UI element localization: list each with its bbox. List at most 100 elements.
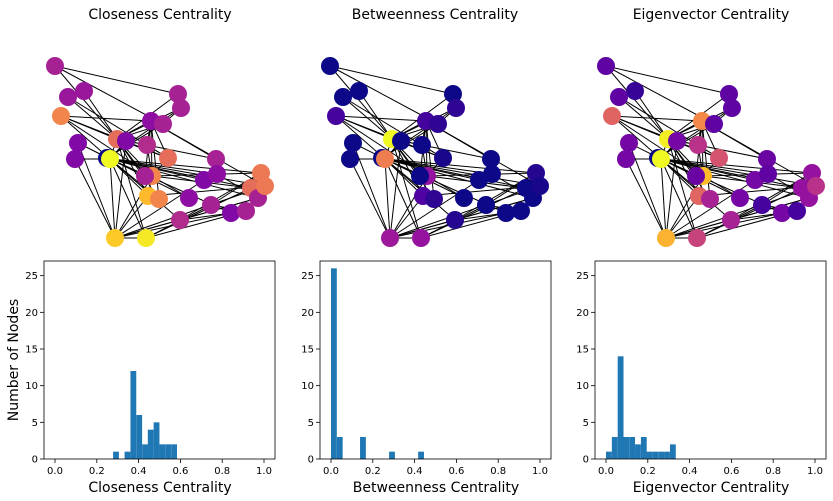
network-3-edge-41 <box>657 107 733 159</box>
network-3-node-3 <box>710 149 728 167</box>
network-2-edge-64 <box>485 172 537 206</box>
network-2-edge-71 <box>384 158 527 189</box>
histogram-1-bar-1 <box>124 451 131 459</box>
histogram-2-xtick-4: 0.8 <box>490 466 506 477</box>
histogram-1-ytick-5: 25 <box>25 271 38 282</box>
histogram-3-bar-6 <box>640 437 647 459</box>
network-1-edge-24 <box>150 120 266 187</box>
network-1-node-9 <box>180 189 198 207</box>
network-1-edge-22 <box>150 120 160 200</box>
network-3-node-17 <box>687 167 705 185</box>
network-3-node-30 <box>807 177 825 195</box>
network-1-node-22 <box>222 204 240 222</box>
network-3-edge-37 <box>605 65 730 95</box>
histogram-1-bar-2 <box>130 371 137 459</box>
network-title-closeness: Closeness Centrality <box>88 7 231 23</box>
network-1-edge-20 <box>60 115 152 122</box>
network-2-edge-70 <box>420 187 527 239</box>
network-1-node-21 <box>207 150 225 168</box>
network-3-edge-73 <box>660 158 810 199</box>
network-2-node-3 <box>434 149 452 167</box>
histogram-3-ytick-0: 0 <box>583 455 589 466</box>
network-2-edge-73 <box>384 158 534 199</box>
histogram-3-ytick-2: 10 <box>576 381 589 392</box>
histogram-3-xtick-4: 0.8 <box>765 466 781 477</box>
xlabel-closeness: Closeness Centrality <box>88 480 231 496</box>
histogram-2-bar-3 <box>389 451 395 459</box>
network-3-node-24 <box>753 196 771 214</box>
network-2-edge-74 <box>389 185 541 239</box>
network-3-node-6 <box>723 99 741 117</box>
network-2-node-33 <box>376 150 394 168</box>
network-2-node-21 <box>482 150 500 168</box>
network-2-node-25 <box>512 202 530 220</box>
network-3-node-5 <box>705 115 723 133</box>
xlabel-eigenvector: Eigenvector Centrality <box>633 480 790 496</box>
network-3-edge-54 <box>665 179 756 239</box>
network-2-edge-8 <box>329 65 393 140</box>
histogram-2-ytick-4: 20 <box>301 308 314 319</box>
network-1-edge-74 <box>114 185 266 239</box>
network-3-node-4 <box>720 85 738 103</box>
histogram-3-xtick-1: 0.2 <box>640 466 656 477</box>
network-1-node-24 <box>202 196 220 214</box>
network-2-node-14 <box>344 134 362 152</box>
network-1 <box>46 57 274 247</box>
network-2-node-7 <box>413 136 431 154</box>
network-1-node-26 <box>208 165 226 183</box>
histogram-3-xtick-5: 1.0 <box>807 466 823 477</box>
network-2-node-19 <box>425 190 443 208</box>
network-2-node-10 <box>321 57 339 75</box>
histogram-1-bar-7 <box>159 444 166 459</box>
network-1-edge-68 <box>109 158 218 175</box>
histogram-1-xtick-0: 0.0 <box>47 466 63 477</box>
histogram-1-frame <box>43 260 276 460</box>
network-2-node-6 <box>447 99 465 117</box>
network-2-node-22 <box>497 204 515 222</box>
network-3-edge-77 <box>660 158 698 239</box>
histogram-3-bar-0 <box>606 451 612 459</box>
network-2-edge-9 <box>358 90 393 140</box>
network-3-edge-64 <box>761 172 813 206</box>
histogram-2-xtick-3: 0.6 <box>448 466 464 477</box>
network-2-edge-37 <box>329 65 454 95</box>
network-panels <box>46 57 825 247</box>
histogram-3-bar-3 <box>623 437 630 459</box>
histogram-2-bar-4 <box>418 451 424 459</box>
histogram-1-ytick-2: 10 <box>25 381 38 392</box>
network-3-node-25 <box>788 202 806 220</box>
network-2-node-18 <box>392 132 410 150</box>
network-2-node-24 <box>477 196 495 214</box>
network-2-edge-54 <box>389 179 480 239</box>
network-1-edge-51 <box>114 140 127 239</box>
network-1-edge-77 <box>109 158 147 239</box>
network-2-edge-49 <box>349 158 391 239</box>
network-1-node-19 <box>150 190 168 208</box>
network-2-edge-68 <box>384 158 493 175</box>
histogram-3-bar-4 <box>629 437 636 459</box>
network-3-node-15 <box>617 150 635 168</box>
histogram-3-bar-9 <box>658 451 665 459</box>
network-1-node-31 <box>137 229 155 247</box>
histogram-2-bar-2 <box>360 437 366 459</box>
network-1-edge-64 <box>210 172 262 206</box>
network-3-node-33 <box>652 150 670 168</box>
histogram-1-ytick-1: 5 <box>32 418 38 429</box>
network-2 <box>321 57 549 247</box>
histogram-2-frame <box>319 260 552 460</box>
histogram-3-ytick-4: 20 <box>576 308 589 319</box>
histogram-2-xtick-0: 0.0 <box>323 466 339 477</box>
network-3-edge-68 <box>660 158 769 175</box>
network-2-node-13 <box>327 107 345 125</box>
histogram-1: 0.0 0.2 0.4 0.6 0.8 1.0 0 5 10 15 20 25 <box>25 260 276 477</box>
network-1-edge-37 <box>54 65 179 95</box>
histogram-2-xtick-1: 0.2 <box>365 466 381 477</box>
histogram-3-xtick-0: 0.0 <box>598 466 614 477</box>
network-3-node-26 <box>759 165 777 183</box>
network-1-node-5 <box>154 115 172 133</box>
network-3-edge-22 <box>701 120 711 200</box>
network-3-node-12 <box>610 88 628 106</box>
network-1-node-18 <box>117 132 135 150</box>
network-2-node-5 <box>429 115 447 133</box>
histogram-3-bar-2 <box>617 356 624 459</box>
